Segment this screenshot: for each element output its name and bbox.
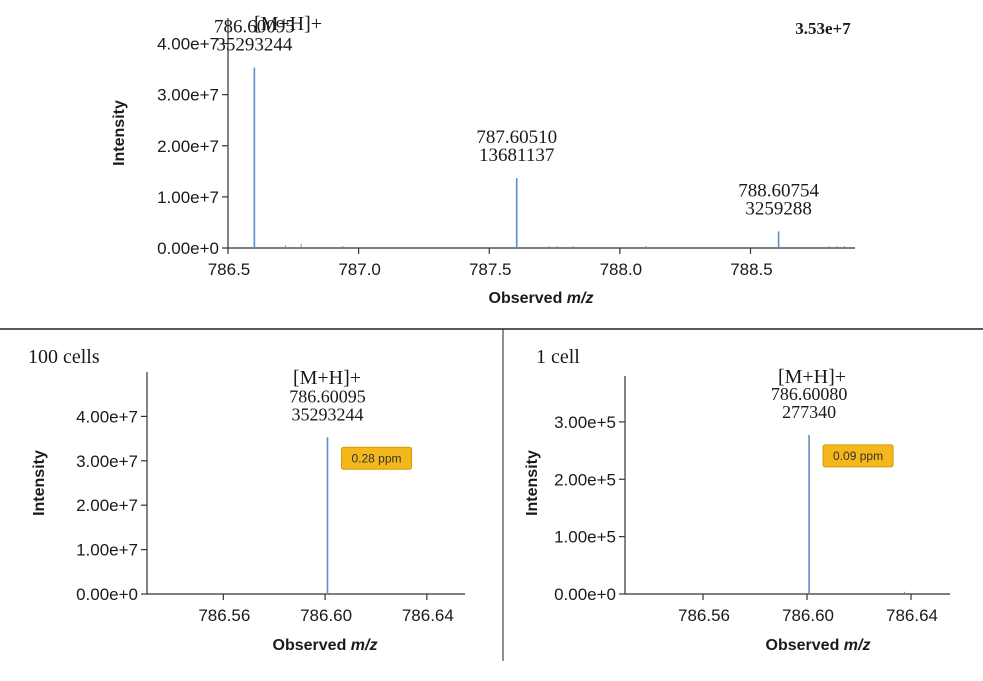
top-peak-mz-label: 786.60095 bbox=[214, 17, 295, 38]
right-ion-label: [M+H]+ bbox=[778, 366, 846, 388]
right-spectrum-panel: 0.00e+0 1.00e+5 2.00e+5 3.00e+5 786.56 786.60… bbox=[524, 346, 950, 654]
top-peak-intensity-label: 35293244 bbox=[216, 35, 293, 56]
right-sample-label: 1 cell bbox=[536, 346, 580, 368]
left-x-tick-label: 786.64 bbox=[402, 606, 454, 625]
top-peak-intensity-label: 13681137 bbox=[479, 145, 554, 166]
right-y-tick-label: 1.00e+5 bbox=[554, 528, 616, 547]
top-y-tick-label: 0.00e+0 bbox=[157, 239, 219, 258]
right-x-axis-title-italic: m/z bbox=[844, 637, 871, 654]
right-y-tick-label: 3.00e+5 bbox=[554, 413, 616, 432]
top-x-tick-label: 788.0 bbox=[600, 260, 643, 279]
left-peak-intensity-label: 35293244 bbox=[291, 404, 363, 424]
right-x-axis-title-text: Observed bbox=[766, 637, 844, 654]
right-y-tick-label: 2.00e+5 bbox=[554, 470, 616, 489]
top-x-axis-title: Observed m/z bbox=[489, 290, 594, 307]
top-peak-intensity-label: 3259288 bbox=[745, 198, 812, 219]
right-x-axis-title: Observed m/z bbox=[766, 637, 871, 654]
top-spectrum-panel: 0.00e+0 1.00e+7 2.00e+7 3.00e+7 4.00e+7 786.5… bbox=[111, 13, 855, 307]
top-ion-label: [M+H]+ bbox=[254, 13, 322, 35]
right-x-tick-label: 786.64 bbox=[886, 606, 938, 625]
right-x-tick-label: 786.56 bbox=[678, 606, 730, 625]
left-y-tick-label: 4.00e+7 bbox=[76, 407, 138, 426]
left-y-axis-title: Intensity bbox=[31, 450, 48, 516]
top-x-tick-label: 787.5 bbox=[469, 260, 512, 279]
left-y-tick-label: 2.00e+7 bbox=[76, 496, 138, 515]
top-y-tick-label: 2.00e+7 bbox=[157, 137, 219, 156]
left-x-axis-title-italic: m/z bbox=[351, 637, 378, 654]
left-x-axis-title-text: Observed bbox=[273, 637, 351, 654]
right-peak-mz-label: 786.60080 bbox=[771, 384, 848, 404]
left-x-tick-label: 786.56 bbox=[198, 606, 250, 625]
top-x-tick-label: 788.5 bbox=[730, 260, 773, 279]
left-ppm-label: 0.28 ppm bbox=[351, 451, 401, 465]
top-y-axis-title: Intensity bbox=[111, 100, 128, 166]
right-x-tick-label: 786.60 bbox=[782, 606, 834, 625]
left-ion-label: [M+H]+ bbox=[293, 367, 361, 389]
left-y-tick-label: 1.00e+7 bbox=[76, 541, 138, 560]
max-intensity-label: 3.53e+7 bbox=[795, 19, 851, 38]
left-sample-label: 100 cells bbox=[28, 346, 100, 368]
top-x-axis-title-italic: m/z bbox=[567, 290, 594, 307]
top-x-axis-title-text: Observed bbox=[489, 290, 567, 307]
top-peak-mz-label: 788.60754 bbox=[738, 180, 819, 201]
left-peak-mz-label: 786.60095 bbox=[289, 386, 366, 406]
left-x-axis-title: Observed m/z bbox=[273, 637, 378, 654]
top-peak-mz-label: 787.60510 bbox=[476, 127, 557, 148]
top-y-tick-label: 3.00e+7 bbox=[157, 86, 219, 105]
right-y-tick-label: 0.00e+0 bbox=[554, 585, 616, 604]
left-y-tick-label: 3.00e+7 bbox=[76, 452, 138, 471]
right-ppm-label: 0.09 ppm bbox=[833, 449, 883, 463]
top-x-tick-label: 786.5 bbox=[208, 260, 251, 279]
top-y-tick-label: 4.00e+7 bbox=[157, 35, 219, 54]
left-x-tick-label: 786.60 bbox=[300, 606, 352, 625]
left-y-tick-label: 0.00e+0 bbox=[76, 585, 138, 604]
right-ppm-badge bbox=[822, 444, 894, 468]
right-y-axis-title: Intensity bbox=[524, 450, 541, 516]
left-spectrum-panel: 0.00e+0 1.00e+7 2.00e+7 3.00e+7 4.00e+7 786.5… bbox=[28, 346, 465, 654]
left-ppm-badge bbox=[340, 446, 412, 470]
top-x-tick-label: 787.0 bbox=[338, 260, 381, 279]
top-y-tick-label: 1.00e+7 bbox=[157, 188, 219, 207]
right-peak-intensity-label: 277340 bbox=[782, 402, 836, 422]
